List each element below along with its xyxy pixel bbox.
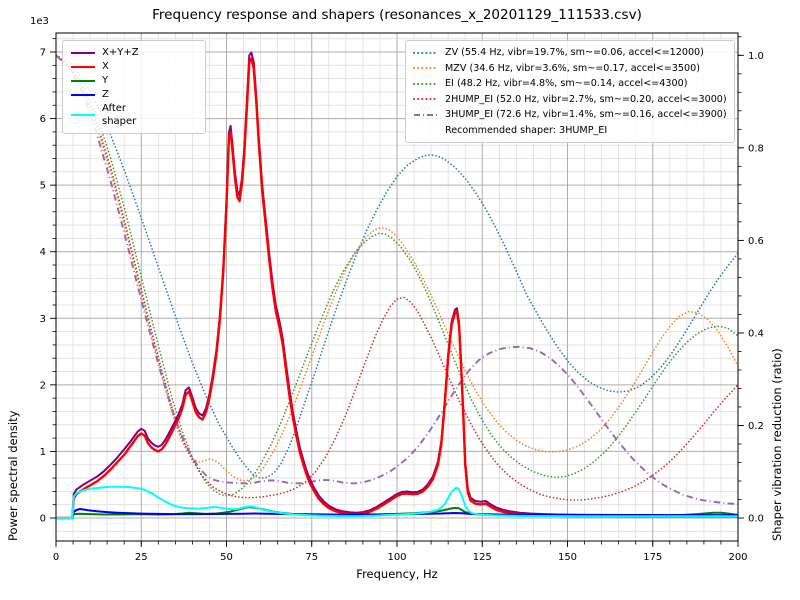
y-left-tick-label: 4 <box>40 247 46 258</box>
legend-shaper-item-label: 2HUMP_EI (52.0 Hz, vibr=2.7%, sm~=0.20, … <box>445 93 727 105</box>
legend-measured-item-after: After shaper <box>70 102 198 128</box>
x-axis-label: Frequency, Hz <box>356 567 438 581</box>
x-tick-label: 175 <box>643 552 662 563</box>
legend-shaper-item-3hump-ei: 3HUMP_EI (72.6 Hz, vibr=1.4%, sm~=0.16, … <box>413 107 727 123</box>
x-tick-label: 100 <box>387 552 406 563</box>
3hump-ei-line-sample-icon <box>413 109 439 121</box>
figure-title: Frequency response and shapers (resonanc… <box>152 7 642 23</box>
ticks <box>50 36 744 547</box>
y-right-tick-label: 0.0 <box>748 514 764 525</box>
y-line-sample-icon <box>70 75 96 87</box>
x-tick-label: 0 <box>53 552 59 563</box>
y-left-tick-label: 6 <box>40 114 46 125</box>
zv-line-sample-icon <box>413 47 439 59</box>
legend-shapers: ZV (55.4 Hz, vibr=19.7%, sm~=0.06, accel… <box>405 40 735 143</box>
legend-measured: X+Y+Z X Y Z After shaper <box>62 40 206 134</box>
y-axis-label-right: Shaper vibration reduction (ratio) <box>770 348 784 541</box>
legend-measured-item-label: After shaper <box>102 103 137 127</box>
y-right-tick-label: 0.4 <box>748 328 764 339</box>
curve-z <box>56 508 738 519</box>
x-tick-label: 75 <box>305 552 318 563</box>
y-left-tick-label: 3 <box>40 314 46 325</box>
ei-line-sample-icon <box>413 78 439 90</box>
y-left-tick-label: 0 <box>40 514 46 525</box>
legend-measured-item-label: X <box>102 61 109 72</box>
y-left-tick-label: 5 <box>40 181 46 192</box>
legend-shaper-item-label: ZV (55.4 Hz, vibr=19.7%, sm~=0.06, accel… <box>445 47 704 58</box>
recommended-shaper-note: Recommended shaper: 3HUMP_EI <box>445 124 608 136</box>
legend-shaper-item-zv: ZV (55.4 Hz, vibr=19.7%, sm~=0.06, accel… <box>413 45 727 61</box>
after-line-sample-icon <box>70 109 96 121</box>
legend-measured-item-x: X <box>70 60 198 73</box>
y-right-tick-label: 0.2 <box>748 421 764 432</box>
legend-shaper-item-ei: EI (48.2 Hz, vibr=4.8%, sm~=0.14, accel<… <box>413 76 727 92</box>
z-line-sample-icon <box>70 89 96 101</box>
curve-x <box>56 57 738 520</box>
mzv-line-sample-icon <box>413 62 439 74</box>
y-left-tick-label: 2 <box>40 380 46 391</box>
y-right-tick-label: 1.0 <box>748 51 764 62</box>
y-axis-label-left: Power spectral density <box>6 410 20 541</box>
x-tick-label: 150 <box>558 552 577 563</box>
2hump-ei-line-sample-icon <box>413 93 439 105</box>
y-axis-offset-label: 1e3 <box>30 16 49 27</box>
y-left-tick-label: 7 <box>40 48 46 59</box>
curve-3hump-ei <box>56 54 738 506</box>
legend-measured-item-label: X+Y+Z <box>102 47 139 58</box>
y-right-tick-label: 0.8 <box>748 143 764 154</box>
curve-2hump-ei <box>56 54 738 501</box>
legend-shaper-item-2hump-ei: 2HUMP_EI (52.0 Hz, vibr=2.7%, sm~=0.20, … <box>413 92 727 108</box>
x-y-z-line-sample-icon <box>70 47 96 59</box>
y-right-tick-label: 0.6 <box>748 236 764 247</box>
legend-measured-item-label: Y <box>102 75 109 86</box>
y-left-tick-label: 1 <box>40 447 46 458</box>
legend-shaper-item-label: EI (48.2 Hz, vibr=4.8%, sm~=0.14, accel<… <box>445 78 688 89</box>
legend-measured-item-y: Y <box>70 74 198 87</box>
legend-measured-item-x-y-z: X+Y+Z <box>70 46 198 59</box>
x-tick-label: 25 <box>135 552 148 563</box>
x-line-sample-icon <box>70 61 96 73</box>
x-tick-label: 50 <box>220 552 233 563</box>
legend-measured-item-label: Z <box>102 89 109 100</box>
legend-shaper-item-mzv: MZV (34.6 Hz, vibr=3.6%, sm~=0.17, accel… <box>413 61 727 77</box>
curve-after-shaper <box>56 485 738 519</box>
x-tick-label: 200 <box>728 552 747 563</box>
legend-shaper-item-label: MZV (34.6 Hz, vibr=3.6%, sm~=0.17, accel… <box>445 62 700 74</box>
curve-zv <box>56 54 738 479</box>
x-tick-label: 125 <box>473 552 492 563</box>
tick-labels: 0 25 50 75 100 125 150 175 200 0 1 2 3 4 5 6 7 0.0 0.2 0.4 0… <box>40 48 764 564</box>
legend-shaper-item-label: 3HUMP_EI (72.6 Hz, vibr=1.4%, sm~=0.16, … <box>445 109 727 120</box>
legend-measured-item-z: Z <box>70 88 198 101</box>
legend-note-row: Recommended shaper: 3HUMP_EI <box>413 123 727 139</box>
curves <box>56 51 738 520</box>
